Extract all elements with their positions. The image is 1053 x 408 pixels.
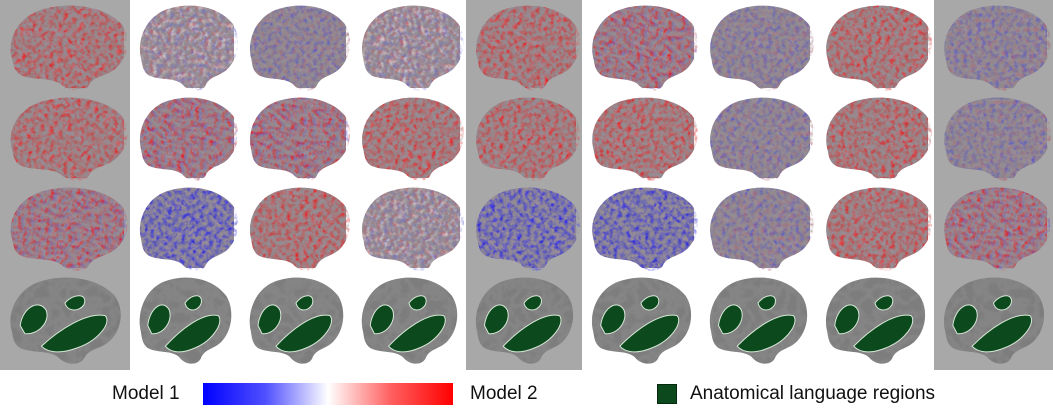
brain-contrast-map <box>476 187 580 271</box>
brain-contrast-map <box>249 97 351 181</box>
brain-contrast-map <box>476 5 580 91</box>
brain-contrast-map <box>362 5 465 91</box>
brain-contrast-map <box>10 5 128 91</box>
brain-contrast-map <box>826 5 932 91</box>
brain-contrast-map <box>249 187 351 271</box>
brain-contrast-map <box>362 187 465 271</box>
brain-language-map <box>139 277 232 364</box>
brain-contrast-map <box>710 97 814 181</box>
brain-contrast-map <box>710 187 814 271</box>
brain-language-map <box>361 277 458 364</box>
brain-contrast-map <box>710 5 814 91</box>
brain-contrast-map <box>139 5 239 91</box>
brain-contrast-map <box>592 5 698 91</box>
brain-contrast-map <box>592 187 698 271</box>
brain-contrast-map <box>826 187 932 271</box>
brain-contrast-map <box>139 97 239 181</box>
brain-contrast-map <box>944 5 1051 91</box>
brain-language-map <box>709 277 808 364</box>
brain-contrast-map <box>362 97 465 181</box>
legend-model2-label: Model 2 <box>470 383 538 404</box>
brain-language-map <box>249 277 344 364</box>
brain-contrast-map <box>826 97 932 181</box>
brain-language-map <box>10 277 121 364</box>
brain-contrast-map <box>592 97 698 181</box>
brain-language-map <box>825 277 926 364</box>
brain-contrast-map <box>139 187 239 271</box>
colorbar <box>203 383 453 405</box>
legend-model1-label: Model 1 <box>112 383 180 404</box>
brain-contrast-map <box>944 97 1051 181</box>
brain-language-map <box>591 277 692 364</box>
brain-contrast-map <box>249 5 351 91</box>
brain-language-map <box>475 277 574 364</box>
brain-contrast-map <box>10 187 128 271</box>
language-region-swatch <box>657 384 677 404</box>
legend-region-label: Anatomical language regions <box>690 383 936 404</box>
brain-contrast-map <box>944 187 1051 271</box>
